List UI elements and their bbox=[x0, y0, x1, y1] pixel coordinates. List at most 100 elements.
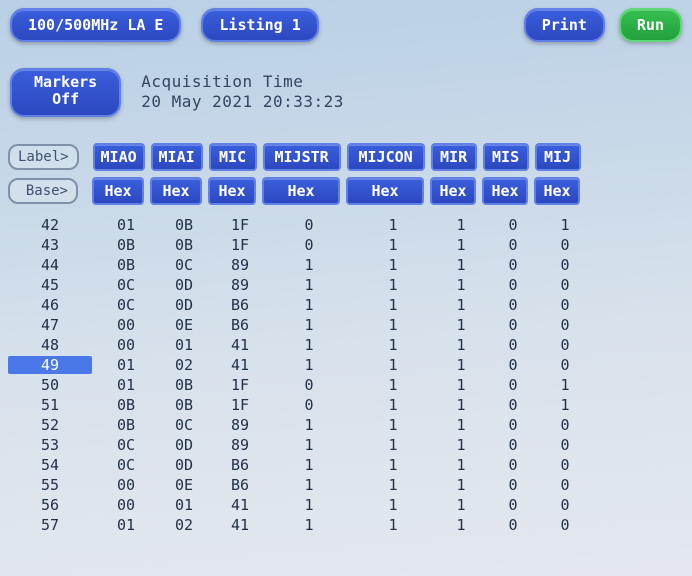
data-row[interactable]: 510B0B1F01101 bbox=[8, 395, 692, 415]
cell: 00 bbox=[100, 316, 152, 334]
column-header-mis[interactable]: MIS bbox=[483, 143, 529, 171]
cell: 41 bbox=[216, 356, 264, 374]
cell: 1 bbox=[438, 456, 484, 474]
cell: 1 bbox=[542, 376, 588, 394]
mode-button[interactable]: 100/500MHz LA E bbox=[10, 8, 181, 42]
data-rows: 42010B1F01101430B0B1F01100440B0C89111004… bbox=[8, 215, 692, 535]
cell: 0C bbox=[100, 296, 152, 314]
cell: 0D bbox=[158, 276, 210, 294]
cell: 1 bbox=[354, 496, 432, 514]
row-index: 50 bbox=[8, 376, 92, 394]
cell: 0 bbox=[490, 476, 536, 494]
cell: 0 bbox=[490, 356, 536, 374]
cell: 89 bbox=[216, 256, 264, 274]
data-row[interactable]: 5600014111100 bbox=[8, 495, 692, 515]
column-header-mir[interactable]: MIR bbox=[431, 143, 477, 171]
base-header-2[interactable]: Hex bbox=[208, 177, 256, 205]
cell: 0B bbox=[100, 396, 152, 414]
label-header-row: Label> MIAOMIAIMICMIJSTRMIJCONMIRMISMIJ bbox=[8, 143, 692, 171]
cell: 1 bbox=[270, 416, 348, 434]
row-index: 46 bbox=[8, 296, 92, 314]
cell: 0 bbox=[490, 436, 536, 454]
row-index: 42 bbox=[8, 216, 92, 234]
data-row[interactable]: 540C0DB611100 bbox=[8, 455, 692, 475]
cell: 0 bbox=[490, 316, 536, 334]
cell: 1 bbox=[354, 416, 432, 434]
cell: 0 bbox=[542, 456, 588, 474]
cell: 0 bbox=[542, 416, 588, 434]
cell: 0C bbox=[158, 416, 210, 434]
base-header-1[interactable]: Hex bbox=[150, 177, 202, 205]
cell: 41 bbox=[216, 336, 264, 354]
cell: 02 bbox=[158, 516, 210, 534]
markers-button[interactable]: Markers Off bbox=[10, 68, 121, 117]
base-row-caption[interactable]: Base> bbox=[8, 178, 78, 204]
cell: 0D bbox=[158, 436, 210, 454]
label-row-caption[interactable]: Label> bbox=[8, 144, 79, 170]
cell: 1 bbox=[438, 336, 484, 354]
data-row[interactable]: 450C0D8911100 bbox=[8, 275, 692, 295]
base-header-0[interactable]: Hex bbox=[92, 177, 144, 205]
cell: 1 bbox=[438, 316, 484, 334]
base-header-6[interactable]: Hex bbox=[482, 177, 528, 205]
row-index: 48 bbox=[8, 336, 92, 354]
data-row[interactable]: 4901024111100 bbox=[8, 355, 692, 375]
data-row[interactable]: 530C0D8911100 bbox=[8, 435, 692, 455]
cell: 1 bbox=[354, 356, 432, 374]
cell: 1 bbox=[438, 416, 484, 434]
column-header-mijstr[interactable]: MIJSTR bbox=[263, 143, 341, 171]
acquisition-title: Acquisition Time bbox=[141, 72, 344, 92]
cell: 0 bbox=[490, 216, 536, 234]
print-button[interactable]: Print bbox=[524, 8, 605, 42]
cell: 0B bbox=[158, 216, 210, 234]
markers-line1: Markers bbox=[34, 74, 97, 91]
column-header-miao[interactable]: MIAO bbox=[93, 143, 145, 171]
data-row[interactable]: 440B0C8911100 bbox=[8, 255, 692, 275]
cell: 01 bbox=[158, 336, 210, 354]
cell: 0 bbox=[270, 236, 348, 254]
cell: 1 bbox=[438, 516, 484, 534]
column-header-mic[interactable]: MIC bbox=[209, 143, 257, 171]
cell: 0 bbox=[542, 296, 588, 314]
cell: 0 bbox=[490, 276, 536, 294]
cell: 0 bbox=[270, 376, 348, 394]
base-header-5[interactable]: Hex bbox=[430, 177, 476, 205]
cell: 01 bbox=[100, 376, 152, 394]
data-row[interactable]: 4800014111100 bbox=[8, 335, 692, 355]
run-button[interactable]: Run bbox=[619, 8, 682, 42]
row-index: 53 bbox=[8, 436, 92, 454]
data-row[interactable]: 50010B1F01101 bbox=[8, 375, 692, 395]
cell: 02 bbox=[158, 356, 210, 374]
data-row[interactable]: 42010B1F01101 bbox=[8, 215, 692, 235]
data-row[interactable]: 47000EB611100 bbox=[8, 315, 692, 335]
cell: 1 bbox=[270, 356, 348, 374]
base-header-3[interactable]: Hex bbox=[262, 177, 340, 205]
base-header-4[interactable]: Hex bbox=[346, 177, 424, 205]
data-row[interactable]: 5701024111100 bbox=[8, 515, 692, 535]
column-header-miai[interactable]: MIAI bbox=[151, 143, 203, 171]
row-index: 51 bbox=[8, 396, 92, 414]
cell: B6 bbox=[216, 296, 264, 314]
data-row[interactable]: 520B0C8911100 bbox=[8, 415, 692, 435]
cell: 0 bbox=[542, 476, 588, 494]
base-cells: HexHexHexHexHexHexHexHex bbox=[92, 177, 586, 205]
row-index: 56 bbox=[8, 496, 92, 514]
cell: 1 bbox=[270, 476, 348, 494]
cell: 1 bbox=[542, 216, 588, 234]
cell: 0 bbox=[490, 496, 536, 514]
base-header-7[interactable]: Hex bbox=[534, 177, 580, 205]
listing-button[interactable]: Listing 1 bbox=[201, 8, 318, 42]
cell: 0 bbox=[542, 256, 588, 274]
row-index: 43 bbox=[8, 236, 92, 254]
listing-area: Label> MIAOMIAIMICMIJSTRMIJCONMIRMISMIJ … bbox=[0, 121, 692, 535]
data-row[interactable]: 430B0B1F01100 bbox=[8, 235, 692, 255]
cell: 01 bbox=[100, 516, 152, 534]
column-header-mijcon[interactable]: MIJCON bbox=[347, 143, 425, 171]
cell: 41 bbox=[216, 516, 264, 534]
cell: B6 bbox=[216, 476, 264, 494]
data-row[interactable]: 460C0DB611100 bbox=[8, 295, 692, 315]
cell: B6 bbox=[216, 456, 264, 474]
column-header-mij[interactable]: MIJ bbox=[535, 143, 581, 171]
data-row[interactable]: 55000EB611100 bbox=[8, 475, 692, 495]
cell: 41 bbox=[216, 496, 264, 514]
